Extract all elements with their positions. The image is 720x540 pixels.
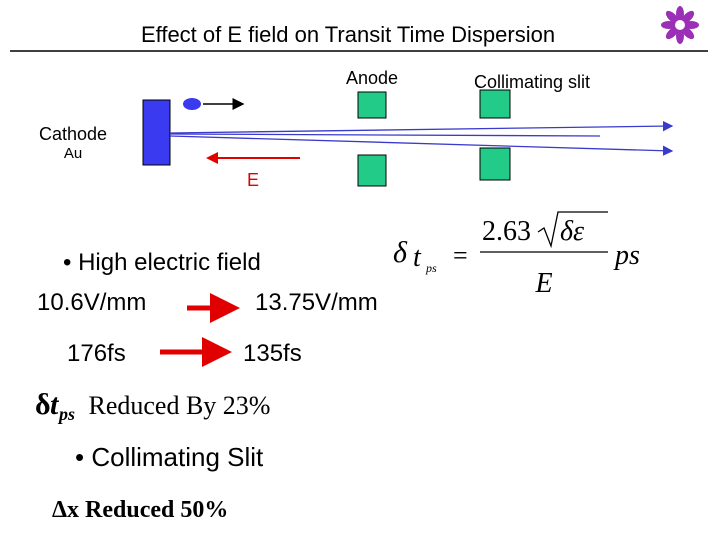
slit-bullet: • Collimating Slit bbox=[75, 442, 264, 472]
title: Effect of E field on Transit Time Disper… bbox=[141, 22, 555, 47]
anode-bottom bbox=[357, 154, 387, 187]
field-from: 10.6V/mm bbox=[37, 289, 146, 316]
au-label: Au bbox=[64, 145, 82, 162]
time-from: 176fs bbox=[67, 340, 126, 367]
dispersion-delta: δ bbox=[35, 388, 51, 421]
logo bbox=[661, 6, 699, 44]
anode-label: Anode bbox=[346, 68, 398, 88]
slit-top bbox=[479, 89, 511, 119]
anode-top bbox=[357, 91, 387, 119]
field-to: 13.75V/mm bbox=[255, 289, 378, 316]
electron bbox=[183, 98, 201, 110]
formula-coefficient: 2.63 bbox=[482, 216, 531, 247]
cathode bbox=[142, 99, 171, 166]
dispersion-text: Reduced By 23% bbox=[82, 391, 270, 420]
formula-unit: ps bbox=[613, 240, 640, 271]
time-to: 135fs bbox=[243, 340, 302, 367]
formula-sub: ps bbox=[425, 261, 437, 275]
cathode-label: Cathode bbox=[39, 124, 107, 144]
slit-label: Collimating slit bbox=[474, 72, 590, 92]
trajectories bbox=[169, 120, 674, 156]
formula-equals: = bbox=[453, 241, 468, 270]
field-bullet: • High electric field bbox=[63, 249, 261, 276]
radical bbox=[537, 211, 608, 249]
formula-denominator: E bbox=[534, 268, 552, 299]
dispersion-sub: ps bbox=[57, 404, 75, 424]
formula-t: t bbox=[413, 242, 422, 273]
formula-delta: δ bbox=[393, 236, 408, 269]
slit-result: Δx Reduced 50% bbox=[52, 497, 228, 523]
formula-radicand: δε bbox=[560, 216, 584, 247]
slit-bottom bbox=[479, 147, 511, 181]
formula: δ t ps = 2.63 δε E ps bbox=[393, 211, 640, 299]
dispersion-t: t bbox=[50, 388, 60, 421]
field-label: E bbox=[247, 170, 259, 190]
